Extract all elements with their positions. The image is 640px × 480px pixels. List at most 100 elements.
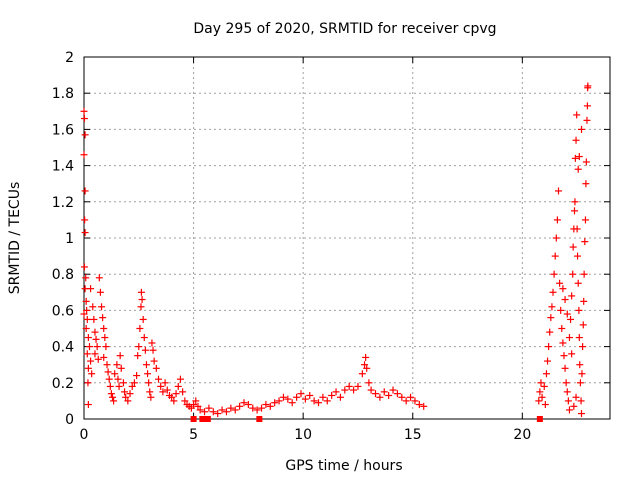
data-point [541,401,549,409]
data-point [385,391,393,399]
data-point [137,288,145,296]
data-point [546,328,554,336]
data-point [90,315,98,323]
data-point [583,102,591,110]
y-tick-label: 1.2 [52,195,74,211]
data-point [288,399,296,407]
data-point [336,393,344,401]
data-point [570,207,578,215]
data-point [117,364,125,372]
data-point [138,296,146,304]
data-point [578,370,586,378]
data-point [150,357,158,365]
data-point [244,401,252,409]
data-point [134,352,142,360]
data-point [572,393,580,401]
data-point [301,395,309,403]
data-point [88,370,96,378]
data-point [279,393,287,401]
y-tick-label: 1 [65,231,74,247]
x-tick-labels: 0 5 10 15 20 [80,427,532,443]
data-point [367,386,375,394]
data-point [85,343,93,351]
data-point [568,292,576,300]
data-point [172,390,180,398]
data-point [89,303,97,311]
data-point [161,379,169,387]
data-point [576,361,584,369]
data-point [124,397,132,405]
data-point [545,343,553,351]
data-point [402,397,410,405]
data-point [104,368,112,376]
data-point [214,410,222,418]
data-point [96,288,104,296]
data-point [557,306,565,314]
data-point [535,397,543,405]
data-point [142,361,150,369]
y-tick-label: 1.6 [52,122,74,138]
data-point [121,388,129,396]
data-point [82,297,90,305]
zero-point [204,416,211,422]
data-point [249,404,257,412]
zero-point [536,416,543,422]
data-point [136,325,144,332]
data-point [560,352,568,360]
data-point [578,125,586,133]
y-tick-labels: 0 0.2 0.4 0.6 0.8 1 1.2 1.4 1.6 1.8 2 [52,50,74,428]
data-point [174,382,182,390]
data-point [209,408,217,416]
data-point [571,198,579,206]
data-point [201,408,209,416]
data-point [113,361,121,369]
data-point [569,243,577,251]
x-tick-label: 10 [294,427,312,443]
y-tick-label: 0 [65,412,74,428]
data-point [574,252,582,260]
axis-ticks [83,56,610,420]
data-point [323,397,331,405]
data-point [122,393,130,401]
data-point [155,375,163,383]
data-point [420,402,428,410]
data-point [81,131,89,139]
data-point [562,379,570,387]
data-point [297,390,305,398]
data-point [415,401,423,409]
data-point [561,364,569,372]
data-point [196,406,204,414]
data-point [103,361,111,369]
data-point [84,379,92,387]
data-point [146,388,154,396]
data-point [137,303,145,311]
data-point [81,187,89,195]
data-point [83,315,91,323]
data-point [581,238,589,246]
data-point [380,388,388,396]
data-point [84,364,92,372]
data-point [407,393,415,401]
data-point [549,288,557,296]
x-tick-label: 0 [80,427,89,443]
data-point [332,388,340,396]
data-point [577,397,585,405]
data-point [582,158,590,166]
data-point [371,390,379,398]
data-point [284,395,292,403]
data-point [80,107,88,115]
data-point [565,406,573,414]
data-point [341,386,349,394]
data-point [102,343,110,351]
y-tick-label: 0.4 [52,340,74,356]
data-point [83,350,91,358]
data-point [581,216,589,224]
data-point [559,339,567,347]
data-point [100,325,108,332]
data-point [376,393,384,401]
data-point [544,357,552,365]
data-point [157,382,165,390]
data-point [145,379,153,387]
data-point [126,390,134,398]
data-point [115,382,123,390]
